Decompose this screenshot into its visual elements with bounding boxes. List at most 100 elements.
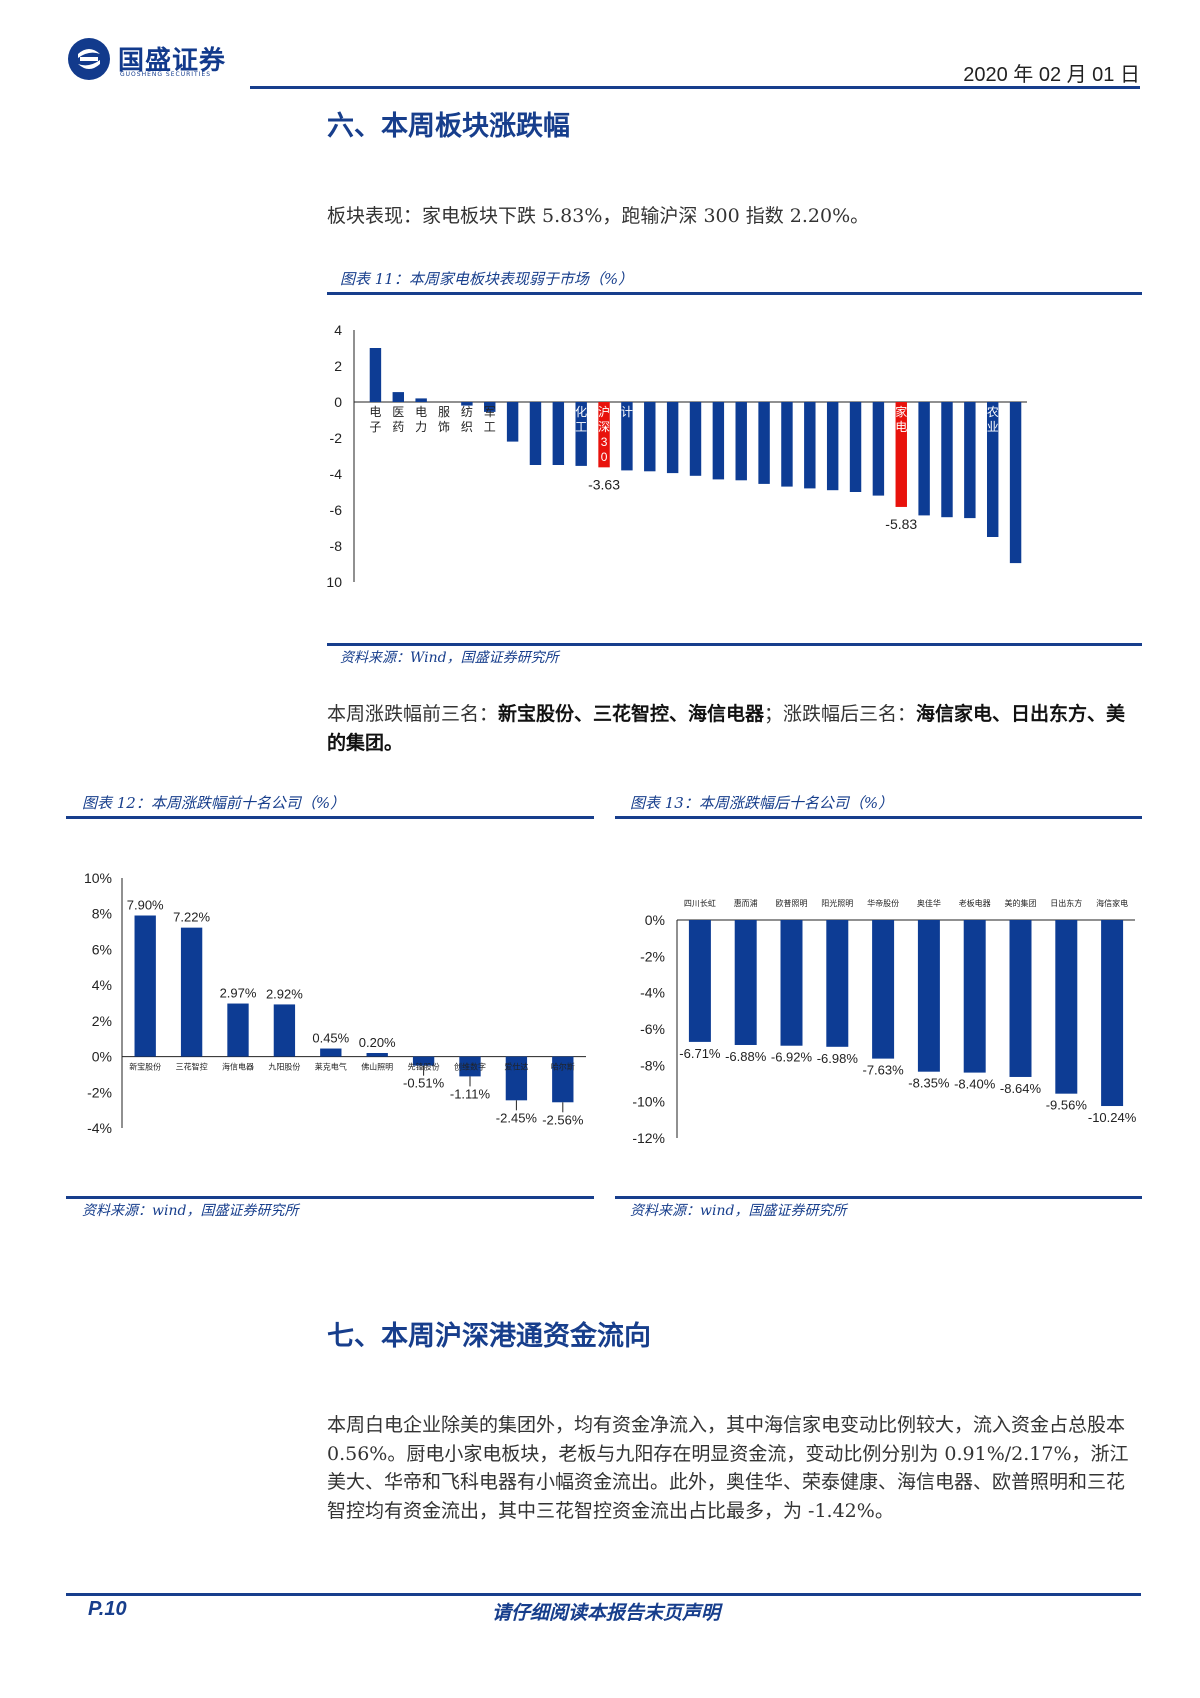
y-tick-label: -2 [330,430,343,446]
bar [826,402,839,491]
category-label: 华帝股份 [867,898,899,908]
y-tick-label: -4 [330,466,343,482]
category-label: 业 [987,420,999,434]
bar [826,920,849,1047]
bar [963,920,986,1073]
data-label: -6.98% [817,1051,859,1066]
category-label: 日出东方 [1050,898,1082,908]
data-label: 0.45% [312,1031,349,1046]
category-label: 创维数字 [454,1062,486,1072]
y-tick-label: 0% [92,1049,112,1065]
category-label: 美的集团 [1005,898,1037,908]
figure-11-top-rule [327,292,1142,295]
bar [621,402,633,471]
y-tick-label: -10% [632,1094,665,1110]
bar [872,920,895,1059]
category-label: 纺 [461,405,473,419]
data-label: 0.20% [359,1035,396,1050]
category-label: 工 [484,420,496,434]
category-label: 化 [575,405,587,419]
data-label: 7.22% [173,910,210,925]
y-tick-label: 10% [84,870,112,886]
company-logo: 国盛证券 GUOSHENG SECURITIES [66,36,246,84]
bar [964,402,976,519]
figure-13-source: 资料来源：wind，国盛证券研究所 [630,1203,847,1219]
data-label: -8.64% [1000,1081,1042,1096]
sector-change-chart: 420-2-4-6-8-10电子医药电力服饰纺织军工化工沪深300计家电农业-3… [327,322,1027,590]
y-tick-label: 0% [645,912,665,928]
category-label: 计 [621,405,633,419]
y-tick-label: -6 [330,502,343,518]
y-tick-label: 0 [334,394,342,410]
data-label: -5.83 [885,516,917,532]
bar [917,920,940,1072]
data-label: -6.88% [725,1049,767,1064]
figure-11-source: 资料来源：Wind，国盛证券研究所 [340,650,559,666]
category-label: 九阳股份 [268,1062,300,1072]
bar [689,402,702,476]
y-tick-label: 8% [92,906,112,922]
bar [505,1056,528,1101]
section-title-6: 六、本周板块涨跌幅 [327,111,570,142]
bar [1055,920,1078,1094]
bottom-ten-chart: 0% -2% -4% -6% -8% -10% -12% 四川长虹 -6.71% 惠而浦 -6.88… [632,898,1137,1146]
bar [180,927,203,1057]
bar [734,920,757,1045]
bar [552,402,565,465]
category-label: 农 [987,405,999,419]
category-label: 三花智控 [176,1062,208,1072]
bar [459,1056,481,1077]
category-label: 医 [392,405,404,419]
category-label: 电 [415,405,427,419]
bar [644,402,656,472]
y-tick-label: 4% [92,977,112,993]
bar [666,402,679,474]
bar [1009,402,1022,564]
bar [392,392,405,402]
category-label: 阳光照明 [821,898,853,908]
bar [506,402,519,442]
bar [575,402,587,466]
figure-13-caption: 图表 13：本周涨跌幅后十名公司（%） [630,794,894,812]
category-label: 饰 [438,420,450,434]
data-label: -6.92% [771,1050,813,1065]
category-label: 工 [575,420,587,434]
page-number: P.10 [88,1598,127,1620]
category-label: 佛山照明 [361,1062,393,1072]
report-date: 2020 年 02 月 01 日 [963,64,1140,86]
category-label: 力 [415,420,427,434]
y-tick-label: -12% [632,1130,665,1146]
data-label: -10.24% [1088,1110,1137,1125]
top-ten-chart: 10% 8% 6% 4% 2% 0% -2% -4% 新宝股份 7.90% 三花智控 7.22% 海信电… [84,870,586,1136]
category-label: 3 [601,435,608,449]
y-tick-label: -2% [87,1084,112,1100]
data-label: -1.11% [450,1086,491,1101]
y-tick-label: 2% [92,1013,112,1029]
data-label: 2.97% [220,986,257,1001]
category-label: 惠而浦 [734,898,758,908]
data-label: -8.35% [908,1076,950,1091]
y-tick-label: -8% [640,1057,665,1073]
y-tick-label: -4% [640,985,665,1001]
category-label: 军 [484,405,496,419]
disclaimer-note: 请仔细阅读本报告末页声明 [492,1602,721,1624]
bar [712,402,725,480]
logo-emblem-icon [68,38,110,80]
data-label: -2.56% [542,1112,584,1127]
data-label: 2.92% [266,986,303,1001]
header-divider [250,86,1140,89]
category-label: 0 [601,450,608,464]
figure-12-source: 资料来源：wind，国盛证券研究所 [82,1203,299,1219]
category-label: 老板电器 [959,898,991,908]
category-label: 服 [438,405,450,419]
figure-12-caption: 图表 12：本周涨跌幅前十名公司（%） [82,794,346,812]
category-label: 欧普照明 [776,898,808,908]
footer-divider [66,1593,1141,1596]
y-tick-label: 4 [334,322,342,338]
data-label: -9.56% [1046,1098,1088,1113]
y-tick-label: -2% [640,948,665,964]
bar [134,915,156,1057]
category-label: 织 [461,420,473,434]
bar [872,402,885,496]
bar [758,402,770,484]
